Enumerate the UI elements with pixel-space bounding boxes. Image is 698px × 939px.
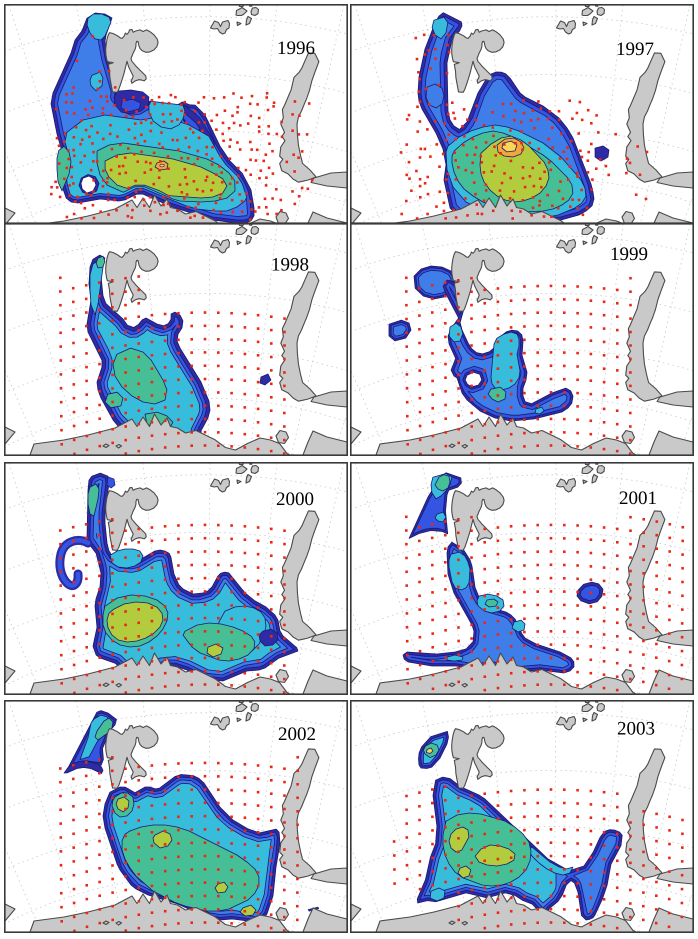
svg-text:1996: 1996 bbox=[277, 38, 315, 59]
svg-text:2001: 2001 bbox=[619, 488, 657, 509]
svg-text:2002: 2002 bbox=[278, 724, 316, 745]
svg-text:1999: 1999 bbox=[610, 244, 648, 265]
svg-text:1997: 1997 bbox=[616, 39, 654, 60]
svg-text:2003: 2003 bbox=[617, 719, 655, 740]
svg-text:2000: 2000 bbox=[276, 489, 314, 510]
svg-text:1998: 1998 bbox=[271, 255, 309, 276]
